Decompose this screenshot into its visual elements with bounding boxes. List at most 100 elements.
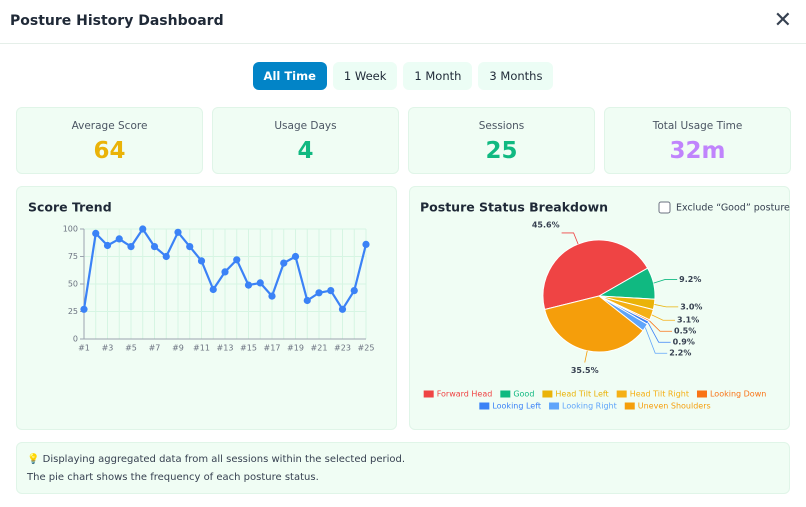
data-label: 35.5% — [571, 366, 599, 375]
chart-title: Posture Status Breakdown — [420, 200, 608, 215]
legend-label: Looking Down — [710, 390, 766, 399]
stat-card: Total Usage Time 32m — [604, 107, 791, 174]
data-label: 9.2% — [679, 275, 701, 284]
stat-value: 25 — [485, 138, 518, 164]
stat-value: 4 — [297, 138, 314, 164]
x-tick-label: #11 — [193, 344, 210, 353]
tab[interactable]: 1 Month — [403, 62, 473, 90]
pie-slice — [544, 295, 644, 353]
x-tick-label: #23 — [334, 344, 351, 353]
checkbox[interactable] — [658, 201, 671, 214]
legend-item: Good — [500, 390, 534, 399]
info-line-1: 💡 Displaying aggregated data from all se… — [27, 454, 405, 465]
legend-label: Good — [513, 390, 534, 399]
legend-item: Head Tilt Left — [542, 390, 609, 399]
x-tick-label: #5 — [125, 344, 137, 353]
legend-label: Forward Head — [437, 390, 493, 399]
point — [139, 225, 147, 233]
y-tick-label: 0 — [73, 335, 78, 344]
legend-item: Looking Left — [479, 402, 541, 411]
point — [303, 296, 311, 305]
point — [92, 229, 100, 237]
y-tick-label: 100 — [63, 225, 78, 234]
x-tick-label: #25 — [358, 344, 375, 353]
data-label: 45.6% — [532, 220, 560, 229]
y-tick-label: 25 — [68, 307, 78, 316]
tab[interactable]: 1 Week — [332, 62, 398, 90]
tab-bar: All Time 1 Week 1 Month 3 Months — [0, 62, 806, 90]
data-label: 2.2% — [669, 349, 691, 358]
leader-line — [653, 279, 678, 284]
legend-swatch — [479, 402, 490, 410]
stat-label: Usage Days — [274, 120, 337, 132]
leader-line — [644, 327, 668, 354]
data-label: 0.5% — [674, 327, 696, 336]
point — [209, 285, 217, 294]
title: Posture History Dashboard — [10, 13, 224, 29]
point — [280, 259, 288, 267]
point — [127, 243, 135, 251]
legend-item: Looking Down — [696, 390, 766, 399]
pie-chart: Posture Status Breakdown Exclude “Good” p… — [420, 200, 790, 411]
pie-card: Posture Status Breakdown Exclude “Good” p… — [409, 186, 790, 430]
bulb-icon: 💡 — [27, 454, 43, 465]
stat-value: 32m — [669, 138, 726, 164]
point — [174, 228, 182, 236]
point — [362, 240, 370, 248]
line-chart: Score Trend 0 25 50 75 100 #1 #3 #5 #7 #9 #11 #13 #15… — [28, 200, 375, 353]
stat-card: Average Score 64 — [16, 107, 203, 174]
point — [350, 287, 358, 295]
x-tick-label: #7 — [149, 344, 161, 353]
info-text: Displaying aggregated data from all sess… — [42, 454, 406, 465]
point — [338, 305, 347, 313]
point — [80, 305, 88, 313]
legend-swatch — [616, 390, 627, 398]
legend-label: Looking Right — [562, 402, 617, 411]
stat-card: Usage Days 4 — [212, 107, 399, 174]
checkbox-label: Exclude “Good” posture — [676, 203, 790, 214]
point — [150, 243, 159, 251]
legend-item: Head Tilt Right — [616, 390, 689, 399]
point — [268, 292, 276, 300]
x-tick-label: #9 — [172, 344, 184, 353]
tab[interactable]: All Time — [252, 62, 327, 90]
point — [315, 289, 323, 297]
x-tick-label: #19 — [287, 344, 304, 353]
point — [115, 235, 123, 243]
stat-label: Sessions — [478, 120, 525, 132]
data-label: 3.0% — [680, 302, 702, 311]
stat-label: Total Usage Time — [652, 120, 743, 132]
legend-swatch — [423, 390, 434, 398]
point — [291, 252, 300, 261]
close-button[interactable]: ✕ — [773, 8, 792, 33]
y-tick-label: 50 — [68, 280, 78, 289]
point — [221, 268, 229, 276]
point — [256, 279, 264, 287]
leader-line — [647, 322, 671, 343]
x-tick-label: #1 — [78, 344, 90, 353]
chart-title: Score Trend — [28, 200, 112, 215]
legend-swatch — [542, 390, 553, 398]
score-trend-card: Score Trend 0 25 50 75 100 #1 #3 #5 #7 #9 #11 #13 #15… — [16, 186, 397, 430]
legend-swatch — [549, 402, 560, 410]
leader-line — [561, 232, 579, 245]
x-tick-label: #15 — [240, 344, 257, 353]
leader-line — [648, 320, 673, 332]
point — [197, 257, 206, 265]
tab[interactable]: 3 Months — [478, 62, 554, 90]
point — [186, 243, 194, 251]
legend-item: Uneven Shoulders — [624, 402, 711, 411]
point — [327, 287, 335, 295]
leader-line — [651, 314, 676, 321]
stat-card: Sessions 25 — [408, 107, 595, 174]
legend-swatch — [624, 402, 635, 410]
legend-item: Forward Head — [423, 390, 493, 399]
stat-label: Average Score — [71, 120, 148, 132]
point — [162, 252, 170, 261]
point — [103, 241, 112, 250]
legend-swatch — [500, 390, 511, 398]
leader-line — [654, 304, 679, 308]
data-label: 0.9% — [673, 338, 695, 347]
x-tick-label: #3 — [102, 344, 114, 353]
